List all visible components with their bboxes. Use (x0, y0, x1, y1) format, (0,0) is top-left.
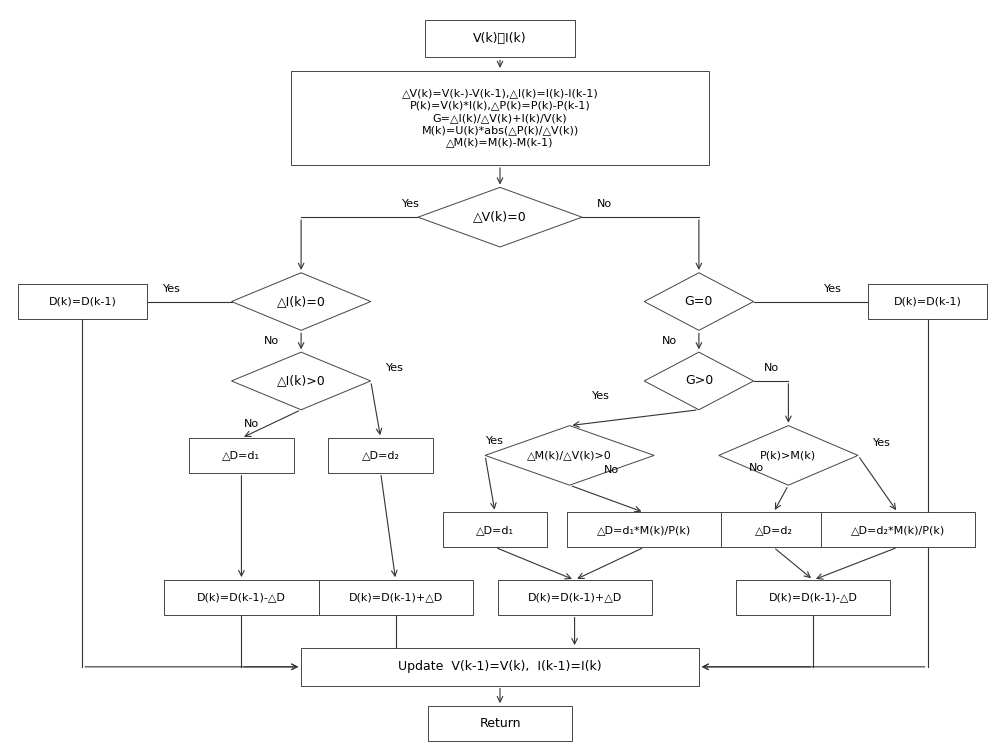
Polygon shape (485, 426, 654, 485)
Text: Update  V(k-1)=V(k),  I(k-1)=I(k): Update V(k-1)=V(k), I(k-1)=I(k) (398, 660, 602, 674)
Polygon shape (719, 426, 858, 485)
Text: No: No (662, 336, 677, 346)
Text: No: No (604, 466, 619, 475)
Text: D(k)=D(k-1)+△D: D(k)=D(k-1)+△D (348, 593, 443, 602)
Text: △D=d₂: △D=d₂ (362, 451, 400, 460)
Text: Yes: Yes (163, 284, 181, 294)
Polygon shape (644, 273, 754, 330)
Text: P(k)>M(k): P(k)>M(k) (760, 451, 816, 460)
FancyBboxPatch shape (736, 580, 890, 615)
Text: D(k)=D(k-1)+△D: D(k)=D(k-1)+△D (527, 593, 622, 602)
FancyBboxPatch shape (443, 512, 547, 547)
FancyBboxPatch shape (301, 648, 699, 686)
Text: D(k)=D(k-1): D(k)=D(k-1) (48, 297, 116, 306)
Text: Yes: Yes (402, 199, 419, 210)
Text: No: No (264, 336, 279, 346)
Text: No: No (597, 199, 612, 210)
Text: △D=d₂: △D=d₂ (754, 525, 792, 535)
FancyBboxPatch shape (721, 512, 826, 547)
FancyBboxPatch shape (868, 284, 987, 319)
Text: D(k)=D(k-1)-△D: D(k)=D(k-1)-△D (769, 593, 858, 602)
Text: △D=d₁: △D=d₁ (222, 451, 260, 460)
Polygon shape (232, 273, 371, 330)
Polygon shape (232, 352, 371, 410)
Text: △D=d₁: △D=d₁ (476, 525, 514, 535)
Text: G>0: G>0 (685, 375, 713, 388)
FancyBboxPatch shape (319, 580, 473, 615)
Text: △I(k)=0: △I(k)=0 (277, 295, 326, 308)
FancyBboxPatch shape (428, 706, 572, 740)
Text: D(k)=D(k-1): D(k)=D(k-1) (894, 297, 962, 306)
Text: No: No (764, 363, 779, 373)
Text: V(k)、I(k): V(k)、I(k) (473, 32, 527, 45)
Text: Yes: Yes (592, 391, 609, 401)
Text: △D=d₁*M(k)/P(k): △D=d₁*M(k)/P(k) (597, 525, 691, 535)
Text: Yes: Yes (386, 363, 404, 373)
Text: G=0: G=0 (685, 295, 713, 308)
Polygon shape (644, 352, 754, 410)
Text: Yes: Yes (873, 438, 891, 448)
Text: △I(k)>0: △I(k)>0 (277, 375, 325, 388)
Text: No: No (244, 419, 259, 429)
Text: △M(k)/△V(k)>0: △M(k)/△V(k)>0 (527, 451, 612, 460)
Text: Return: Return (479, 717, 521, 730)
Text: Yes: Yes (486, 436, 504, 445)
Text: No: No (748, 463, 764, 473)
FancyBboxPatch shape (18, 284, 147, 319)
FancyBboxPatch shape (425, 20, 575, 57)
Text: Yes: Yes (824, 284, 842, 294)
FancyBboxPatch shape (164, 580, 319, 615)
FancyBboxPatch shape (328, 438, 433, 473)
Text: D(k)=D(k-1)-△D: D(k)=D(k-1)-△D (197, 593, 286, 602)
FancyBboxPatch shape (821, 512, 975, 547)
FancyBboxPatch shape (498, 580, 652, 615)
FancyBboxPatch shape (291, 71, 709, 165)
FancyBboxPatch shape (567, 512, 721, 547)
Text: △V(k)=V(k-)-V(k-1),△I(k)=I(k)-I(k-1)
P(k)=V(k)*I(k),△P(k)=P(k)-P(k-1)
G=△I(k)/△V: △V(k)=V(k-)-V(k-1),△I(k)=I(k)-I(k-1) P(k… (402, 88, 598, 148)
Text: △V(k)=0: △V(k)=0 (473, 211, 527, 224)
Polygon shape (418, 188, 582, 247)
FancyBboxPatch shape (189, 438, 294, 473)
Text: △D=d₂*M(k)/P(k): △D=d₂*M(k)/P(k) (851, 525, 945, 535)
